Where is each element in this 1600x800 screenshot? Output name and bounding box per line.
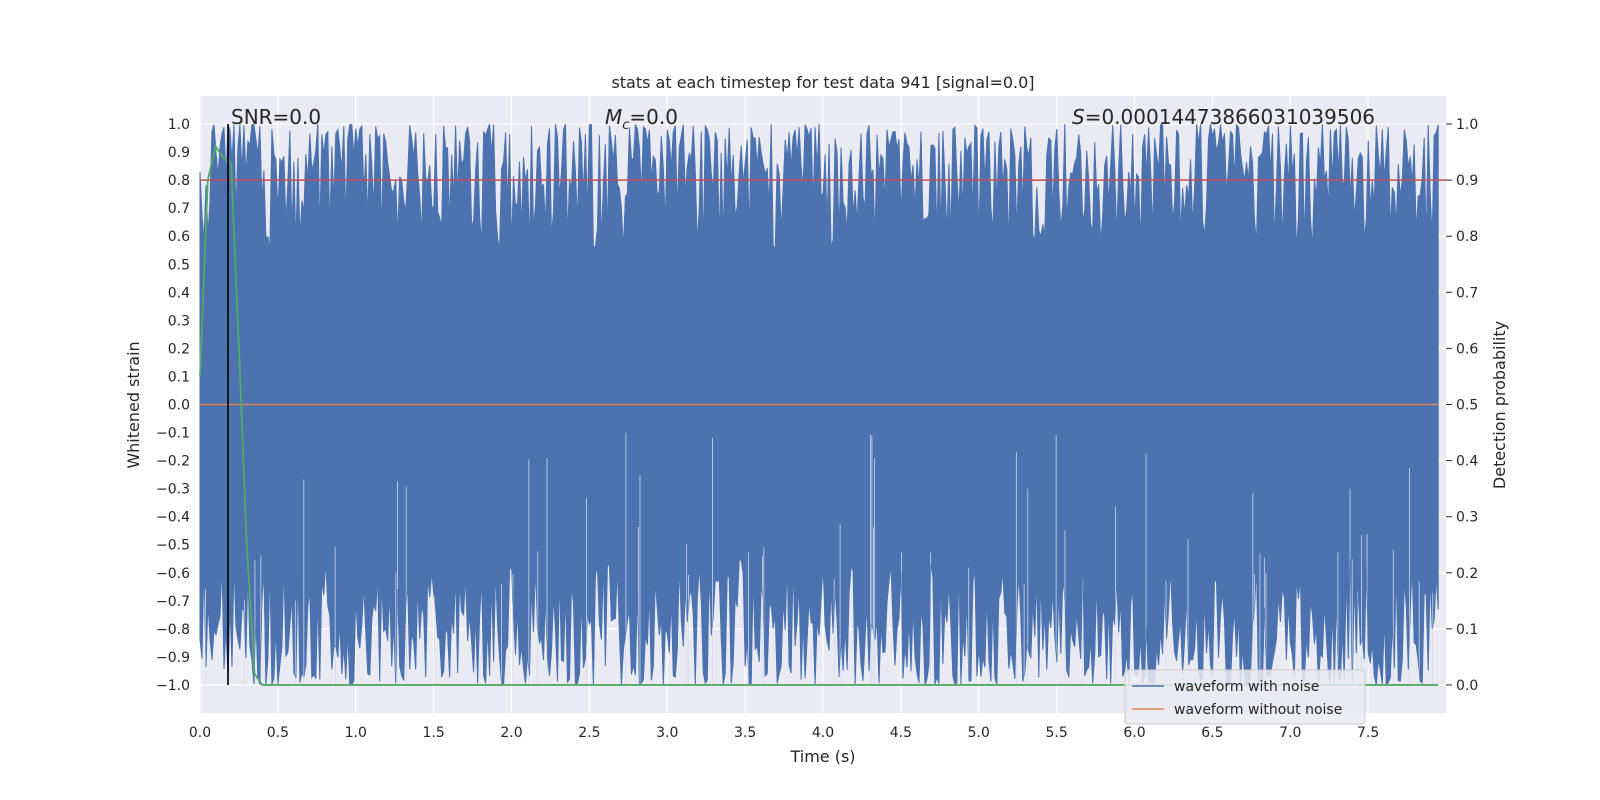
y-tick-label: 0.6 <box>168 229 190 245</box>
y-axis-label: Whitened strain <box>124 341 143 468</box>
y2-tick-label: 0.1 <box>1456 622 1478 638</box>
x-tick-label: 6.5 <box>1201 725 1223 741</box>
legend-box <box>1124 669 1366 725</box>
y-axis-right: 1.0 0.9 0.8 0.7 0.6 0.5 0.4 0.3 0.2 0.1 0.0 <box>1446 117 1478 694</box>
x-tick-label: 0.5 <box>267 725 289 741</box>
y-tick-label: −0.7 <box>156 594 190 610</box>
y-tick-label: 0.5 <box>168 257 190 273</box>
y-tick-label: 0.8 <box>168 173 190 189</box>
x-tick-label: 2.5 <box>578 725 600 741</box>
y2-axis-label: Detection probability <box>1490 321 1509 489</box>
y2-tick-label: 0.8 <box>1456 229 1478 245</box>
x-tick-label: 4.0 <box>812 725 834 741</box>
y-tick-label: −0.1 <box>156 426 190 442</box>
y2-tick-label: 0.3 <box>1456 510 1478 526</box>
chart-title: stats at each timestep for test data 941… <box>611 73 1034 92</box>
snr-annotation: SNR=0.0 <box>231 105 321 129</box>
y2-tick-label: 0.6 <box>1456 341 1478 357</box>
x-tick-label: 1.5 <box>422 725 444 741</box>
y-tick-label: 0.2 <box>168 341 190 357</box>
y-tick-label: 0.7 <box>168 201 190 217</box>
mc-subscript: c <box>622 118 629 133</box>
y-tick-label: −0.3 <box>156 482 190 498</box>
legend-label-noise: waveform with noise <box>1174 679 1319 695</box>
y-tick-label: 0.4 <box>168 285 190 301</box>
x-tick-label: 2.0 <box>500 725 522 741</box>
x-axis-label: Time (s) <box>789 747 855 766</box>
y2-tick-label: 0.4 <box>1456 454 1478 470</box>
y-tick-label: 0.1 <box>168 369 190 385</box>
x-tick-label: 6.0 <box>1123 725 1145 741</box>
noise-outline <box>199 123 1439 686</box>
y-tick-label: −1.0 <box>156 678 190 694</box>
x-tick-label: 7.0 <box>1279 725 1301 741</box>
legend-label-clean: waveform without noise <box>1174 702 1342 718</box>
x-tick-label: 7.5 <box>1357 725 1379 741</box>
x-tick-label: 3.5 <box>734 725 756 741</box>
x-tick-label: 5.0 <box>968 725 990 741</box>
y2-tick-label: 0.7 <box>1456 285 1478 301</box>
s-symbol: S <box>1072 105 1085 129</box>
x-tick-label: 5.5 <box>1045 725 1067 741</box>
y-tick-label: 0.9 <box>168 145 190 161</box>
s-annotation: S=0.00014473866031039506 <box>1072 105 1375 129</box>
mc-symbol: M <box>605 105 622 129</box>
x-tick-label: 4.5 <box>890 725 912 741</box>
line-detection-probability <box>199 144 1439 686</box>
legend: waveform with noise waveform without noi… <box>1124 669 1366 725</box>
y-tick-label: −0.2 <box>156 454 190 470</box>
s-value: =0.00014473866031039506 <box>1085 105 1375 129</box>
series-lines <box>199 124 1446 686</box>
x-tick-label: 0.0 <box>189 725 211 741</box>
y2-tick-label: 0.5 <box>1456 398 1478 414</box>
y-tick-label: −0.5 <box>156 538 190 554</box>
y2-tick-label: 1.0 <box>1456 117 1478 133</box>
y-tick-label: −0.8 <box>156 622 190 638</box>
y-tick-label: −0.9 <box>156 650 190 666</box>
y-tick-label: 1.0 <box>168 117 190 133</box>
x-tick-label: 3.0 <box>656 725 678 741</box>
y-axis-left: 1.0 0.9 0.8 0.7 0.6 0.5 0.4 0.3 0.2 0.1 0.0 −0.1 −0.… <box>156 117 190 694</box>
y-tick-label: −0.6 <box>156 566 190 582</box>
y-tick-label: 0.0 <box>168 398 190 414</box>
y2-tick-label: 0.9 <box>1456 173 1478 189</box>
y-tick-label: 0.3 <box>168 313 190 329</box>
x-axis: 0.0 0.5 1.0 1.5 2.0 2.5 3.0 3.5 4.0 4.5 5.0 5.5 6.0 6… <box>189 725 1379 741</box>
mc-value: =0.0 <box>629 105 678 129</box>
x-tick-label: 1.0 <box>345 725 367 741</box>
y2-tick-label: 0.2 <box>1456 566 1478 582</box>
y-tick-label: −0.4 <box>156 510 190 526</box>
mc-annotation: Mc=0.0 <box>605 105 678 133</box>
y2-tick-label: 0.0 <box>1456 678 1478 694</box>
